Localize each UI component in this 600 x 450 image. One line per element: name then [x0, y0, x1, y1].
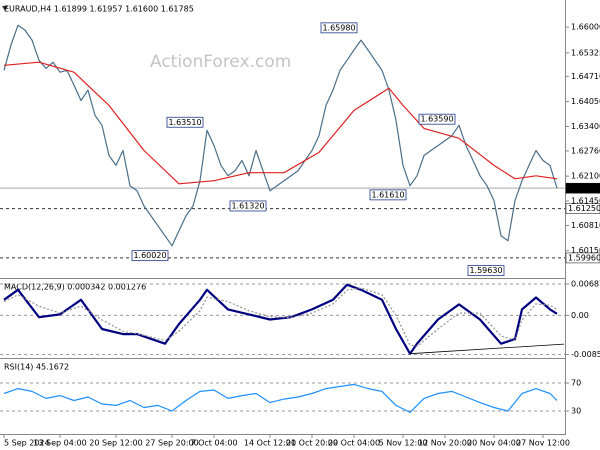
- y-tick-label: 70: [571, 379, 581, 388]
- series-line: [3, 61, 558, 185]
- series-line: [3, 283, 558, 355]
- y-tick-label: 0.00: [571, 311, 589, 320]
- level-label: 1.61250: [568, 204, 600, 213]
- level-box: [565, 203, 600, 214]
- x-tick-label: 12 Nov 20:00: [418, 439, 472, 448]
- annotation-box: [369, 189, 407, 201]
- y-tick-label: -0.00856: [571, 350, 600, 359]
- x-tick-label: 21 Oct 20:00: [286, 439, 338, 448]
- y-tick-label: 1.62100: [571, 172, 600, 181]
- annotation-label: 1.63590: [420, 115, 453, 124]
- y-tick-label: 1.65325: [571, 48, 600, 57]
- x-tick-label: 7 Oct 04:00: [190, 439, 237, 448]
- annotation-label: 1.61320: [231, 201, 264, 210]
- y-tick-label: 1.62760: [571, 146, 600, 155]
- series-line: [409, 343, 565, 355]
- y-tick-label: 1.66000: [571, 23, 600, 32]
- y-tick-label: 1.64710: [571, 72, 600, 81]
- menu-icon[interactable]: [2, 6, 8, 11]
- annotation-box: [229, 200, 267, 212]
- x-tick-label: 27 Nov 12:00: [516, 439, 570, 448]
- y-tick-label: 1.60810: [571, 221, 600, 230]
- level-box: [565, 252, 600, 264]
- y-tick-label: 1.61450: [571, 196, 600, 205]
- series-line: [3, 383, 558, 413]
- series-line: [3, 287, 558, 347]
- annotation-box: [467, 265, 505, 276]
- x-tick-label: 20 Nov 04:00: [467, 439, 521, 448]
- x-tick-label: 5 Sep 2024: [4, 439, 50, 448]
- pane-title: EURAUD,H4 1.61899 1.61957 1.61600 1.6178…: [4, 5, 194, 14]
- annotation-box: [131, 250, 169, 262]
- y-tick-label: 1.64050: [571, 97, 600, 106]
- y-tick-label: 30: [571, 407, 581, 416]
- pane-title: RSI(14) 45.1672: [4, 363, 69, 372]
- annotation-label: 1.65980: [322, 23, 355, 32]
- x-tick-label: 13 Sep 04:00: [33, 439, 86, 448]
- level-box: [565, 182, 600, 194]
- x-tick-label: 20 Sep 12:00: [89, 439, 142, 448]
- x-tick-label: 14 Oct 12:00: [244, 439, 296, 448]
- annotation-label: 1.60020: [133, 251, 166, 260]
- level-label: 1.59960: [568, 253, 600, 262]
- level-label: 1.61785: [568, 184, 600, 193]
- x-tick-label: 5 Nov 12:00: [379, 439, 428, 448]
- x-tick-label: 27 Sep 20:00: [145, 439, 198, 448]
- watermark: ActionForex.com: [150, 52, 291, 72]
- x-tick-label: 29 Oct 04:00: [328, 439, 380, 448]
- y-tick-label: 1.60150: [571, 246, 600, 255]
- pane-title: MACD(12,26,9) 0.000342 0.001276: [4, 283, 146, 292]
- annotation-box: [166, 116, 204, 128]
- annotation-box: [418, 113, 456, 125]
- annotation-label: 1.61610: [371, 190, 404, 199]
- annotation-label: 1.59630: [469, 266, 502, 275]
- y-tick-label: 1.63400: [571, 122, 600, 131]
- annotation-label: 1.63510: [168, 118, 201, 127]
- y-tick-label: 0.006875: [571, 279, 600, 288]
- annotation-box: [320, 22, 358, 34]
